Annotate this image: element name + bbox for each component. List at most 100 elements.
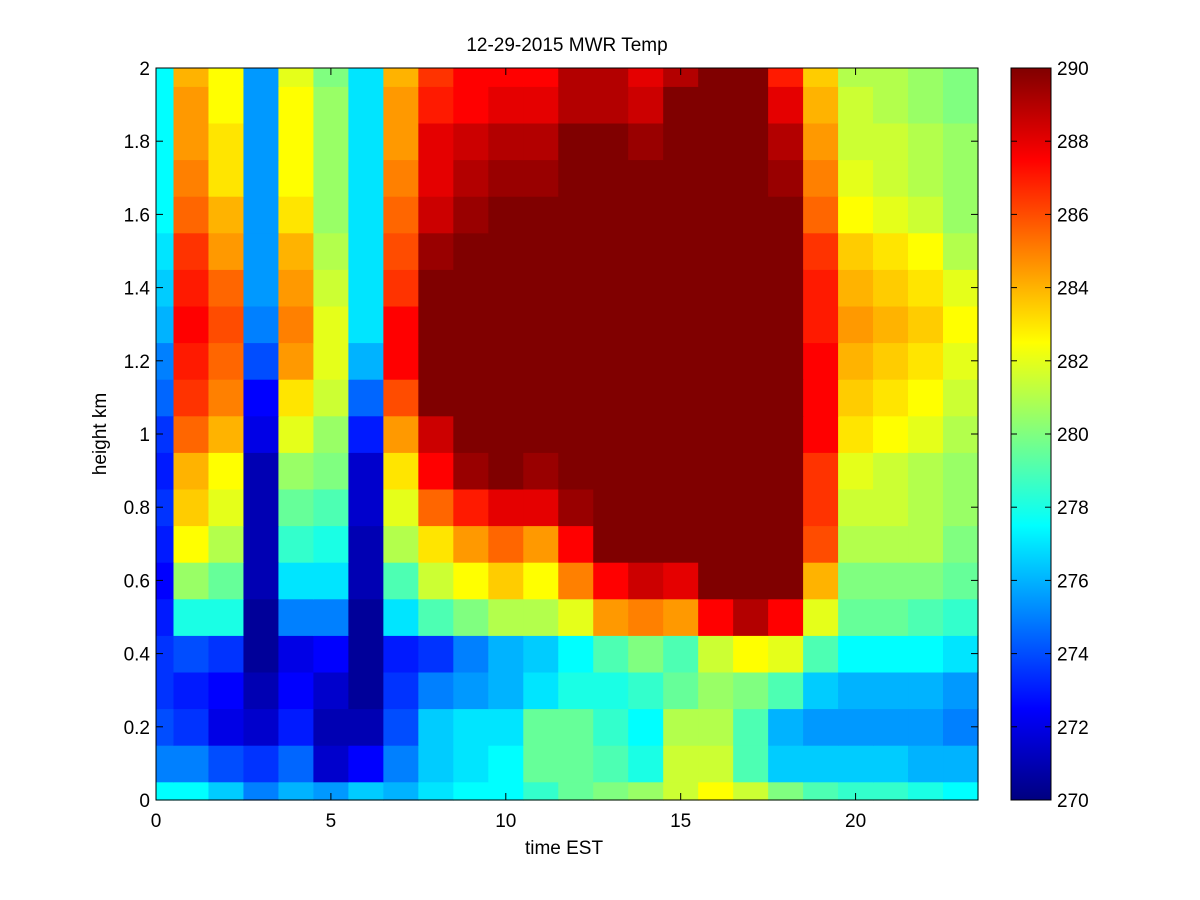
heatmap-cell bbox=[208, 488, 245, 527]
heatmap-cell bbox=[803, 708, 839, 746]
heatmap-cell bbox=[278, 452, 315, 490]
heatmap-cell bbox=[523, 232, 559, 270]
heatmap-cell bbox=[628, 232, 664, 270]
heatmap-cell bbox=[838, 68, 874, 87]
heatmap-cell bbox=[628, 781, 664, 801]
heatmap-cell bbox=[383, 525, 419, 563]
heatmap-cell bbox=[768, 122, 804, 161]
heatmap-cell bbox=[488, 671, 524, 710]
heatmap-cell bbox=[348, 86, 384, 124]
heatmap-cell bbox=[523, 708, 559, 746]
heatmap-cell bbox=[873, 86, 909, 124]
heatmap-cell bbox=[173, 305, 210, 344]
heatmap-cell bbox=[418, 525, 454, 563]
y-tick-label: 1.6 bbox=[124, 205, 150, 226]
heatmap-cell bbox=[523, 452, 559, 490]
heatmap-cell bbox=[943, 525, 979, 563]
heatmap-cell bbox=[208, 745, 245, 783]
heatmap-cell bbox=[803, 68, 839, 87]
heatmap-cell bbox=[803, 415, 839, 453]
heatmap-cell bbox=[383, 196, 419, 234]
heatmap-cell bbox=[156, 196, 175, 234]
heatmap-cell bbox=[383, 781, 419, 801]
heatmap-cell bbox=[173, 671, 210, 710]
heatmap-cell bbox=[593, 415, 629, 453]
heatmap-cell bbox=[453, 305, 489, 344]
heatmap-cell bbox=[733, 671, 769, 710]
heatmap-cell bbox=[208, 232, 245, 270]
heatmap-cell bbox=[208, 452, 245, 490]
heatmap-cell bbox=[348, 232, 384, 270]
heatmap-cell bbox=[908, 269, 944, 307]
heatmap-cell bbox=[838, 86, 874, 124]
heatmap-cell bbox=[908, 671, 944, 710]
heatmap-cell bbox=[488, 708, 524, 746]
heatmap-cell bbox=[733, 781, 769, 801]
heatmap-cell bbox=[418, 122, 454, 161]
heatmap-cell bbox=[943, 598, 979, 636]
heatmap-cell bbox=[418, 342, 454, 380]
heatmap-cell bbox=[838, 745, 874, 783]
heatmap-cell bbox=[348, 708, 384, 746]
x-axis-label: time EST bbox=[525, 838, 604, 859]
heatmap-cell bbox=[488, 562, 524, 600]
heatmap-cell bbox=[488, 159, 524, 197]
y-tick-label: 1 bbox=[139, 425, 150, 446]
heatmap-cell bbox=[453, 452, 489, 490]
heatmap-cell bbox=[768, 342, 804, 380]
x-tick-label: 5 bbox=[326, 811, 337, 832]
heatmap-cell bbox=[523, 68, 559, 87]
heatmap-cell bbox=[348, 159, 384, 197]
heatmap-cell bbox=[908, 196, 944, 234]
heatmap-cell bbox=[943, 305, 979, 344]
heatmap-cell bbox=[873, 342, 909, 380]
heatmap-cell bbox=[768, 781, 804, 801]
heatmap-cell bbox=[803, 525, 839, 563]
heatmap-cell bbox=[558, 122, 594, 161]
heatmap-cell bbox=[156, 598, 175, 636]
heatmap-cell bbox=[628, 635, 664, 673]
heatmap-cell bbox=[313, 525, 349, 563]
heatmap-cell bbox=[418, 562, 454, 600]
heatmap-cell bbox=[698, 525, 734, 563]
heatmap-cell bbox=[558, 159, 594, 197]
heatmap-cell bbox=[348, 122, 384, 161]
heatmap-cell bbox=[733, 635, 769, 673]
heatmap-cell bbox=[698, 159, 734, 197]
heatmap-cell bbox=[348, 196, 384, 234]
heatmap-cell bbox=[803, 305, 839, 344]
heatmap-cell bbox=[453, 86, 489, 124]
heatmap-cell bbox=[803, 122, 839, 161]
heatmap-cell bbox=[768, 415, 804, 453]
heatmap-cell bbox=[663, 635, 699, 673]
heatmap-cell bbox=[418, 379, 454, 417]
y-tick-label: 0.6 bbox=[124, 571, 150, 592]
heatmap-cell bbox=[908, 232, 944, 270]
heatmap-cell bbox=[348, 562, 384, 600]
heatmap-cell bbox=[418, 269, 454, 307]
heatmap-cell bbox=[838, 452, 874, 490]
heatmap-cell bbox=[243, 452, 280, 490]
heatmap-cell bbox=[943, 379, 979, 417]
heatmap-cell bbox=[488, 452, 524, 490]
heatmap-cell bbox=[313, 708, 349, 746]
heatmap-cell bbox=[593, 232, 629, 270]
heatmap-cell bbox=[733, 86, 769, 124]
heatmap-cell bbox=[768, 68, 804, 87]
heatmap-cell bbox=[838, 598, 874, 636]
heatmap-cell bbox=[243, 305, 280, 344]
heatmap-cell bbox=[313, 269, 349, 307]
heatmap-cell bbox=[418, 671, 454, 710]
heatmap-cell bbox=[768, 635, 804, 673]
heatmap-cell bbox=[628, 342, 664, 380]
heatmap-cell bbox=[593, 745, 629, 783]
heatmap-cell bbox=[348, 745, 384, 783]
heatmap-cell bbox=[156, 68, 175, 87]
heatmap-cell bbox=[593, 598, 629, 636]
heatmap-cell bbox=[873, 159, 909, 197]
heatmap-cell bbox=[733, 159, 769, 197]
heatmap-cell bbox=[418, 86, 454, 124]
heatmap-cell bbox=[523, 86, 559, 124]
heatmap-cell bbox=[663, 708, 699, 746]
